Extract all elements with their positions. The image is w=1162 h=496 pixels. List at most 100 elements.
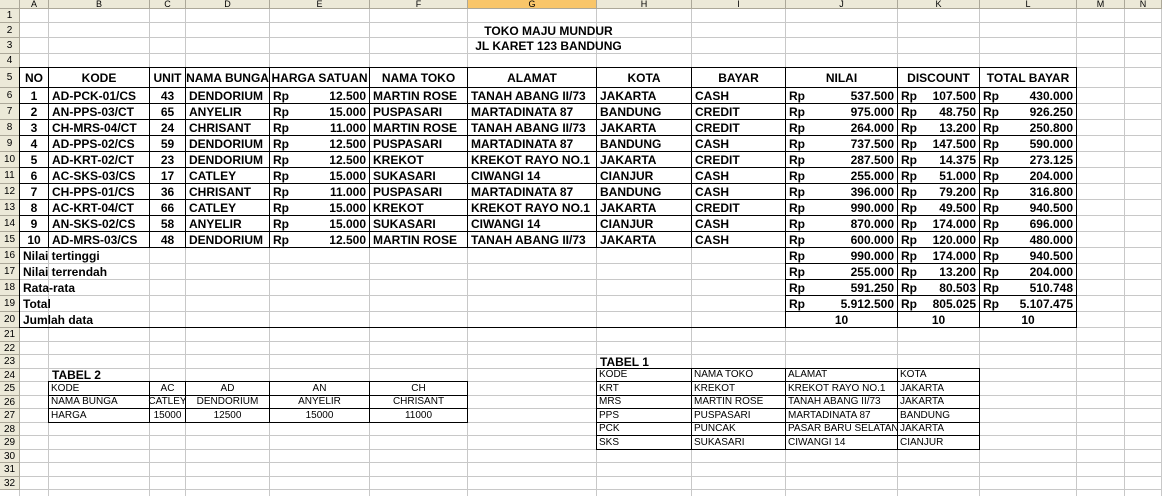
table-cell: Rp 147.500	[897, 135, 980, 152]
summary-cell: 10	[897, 311, 980, 328]
tabel1-cell: SUKASARI	[691, 435, 786, 450]
amount: 430.000	[1029, 88, 1073, 103]
summary-label: Jumlah data	[23, 313, 94, 327]
table-cell: 36	[149, 183, 186, 200]
table-cell: Rp 940.500	[979, 199, 1077, 216]
currency-symbol: Rp	[983, 296, 999, 311]
amount: 990.000	[850, 248, 894, 263]
table-cell: Rp 107.500	[897, 87, 980, 104]
table-cell: 65	[149, 103, 186, 120]
table-cell: Rp 264.000	[785, 119, 898, 136]
currency-symbol: Rp	[983, 168, 999, 183]
currency-symbol: Rp	[273, 120, 289, 135]
amount: 273.125	[1029, 152, 1073, 167]
currency-symbol: Rp	[901, 296, 917, 311]
table-cell: CASH	[691, 167, 786, 184]
amount: 287.500	[850, 152, 894, 167]
grid-line	[0, 435, 1162, 436]
row-header: 9	[0, 136, 20, 152]
tabel1-cell: CIWANGI 14	[785, 435, 898, 450]
amount: 79.200	[939, 184, 976, 199]
currency-symbol: Rp	[983, 136, 999, 151]
table-cell: Rp 255.000	[785, 167, 898, 184]
grid-line	[48, 9, 49, 496]
table-cell: 66	[149, 199, 186, 216]
grid-line	[0, 295, 1162, 296]
tabel2-cell: AC	[149, 381, 186, 396]
tabel2-cell: 12500	[185, 408, 270, 423]
table-cell: CIWANGI 14	[467, 167, 597, 184]
currency-symbol: Rp	[273, 200, 289, 215]
row-header: 18	[0, 280, 20, 296]
table-cell: Rp 12.500	[269, 151, 370, 168]
tabel1-cell: KODE	[596, 367, 692, 382]
row-header: 31	[0, 463, 20, 477]
tabel1-cell: PCK	[596, 421, 692, 436]
currency-symbol: Rp	[901, 232, 917, 247]
table-cell: KREKOT RAYO NO.1	[467, 199, 597, 216]
row-header: 4	[0, 54, 20, 68]
summary-cell: 10	[979, 311, 1077, 328]
row-header: 15	[0, 232, 20, 248]
table-cell: SUKASARI	[369, 215, 468, 232]
table-cell: JAKARTA	[596, 87, 692, 104]
tabel1-cell: MRS	[596, 394, 692, 409]
table-cell: CIANJUR	[596, 167, 692, 184]
table-cell: MARTADINATA 87	[467, 135, 597, 152]
grid-line	[467, 9, 468, 496]
table-cell: Rp 250.800	[979, 119, 1077, 136]
table-cell: 2	[19, 103, 49, 120]
tabel1-cell: KREKOT	[691, 381, 786, 396]
amount: 12.500	[329, 88, 366, 103]
table-cell: MARTADINATA 87	[467, 183, 597, 200]
grid-line	[0, 354, 1162, 355]
table-cell: ANYELIR	[185, 103, 270, 120]
tabel2-cell: DENDORIUM	[185, 394, 270, 409]
tabel1-cell: JAKARTA	[897, 394, 980, 409]
table-cell: Rp 174.000	[897, 215, 980, 232]
grid-line	[0, 489, 1162, 490]
column-header: H	[597, 0, 692, 9]
table-cell: CATLEY	[185, 167, 270, 184]
table-cell: Rp 537.500	[785, 87, 898, 104]
table-cell: Rp 273.125	[979, 151, 1077, 168]
title: TOKO MAJU MUNDUR	[484, 23, 613, 38]
table-cell: 10	[19, 231, 49, 248]
tabel1-cell: MARTADINATA 87	[785, 408, 898, 423]
grid-line	[0, 367, 1162, 369]
amount: 48.750	[939, 104, 976, 119]
tabel1-cell: SKS	[596, 435, 692, 450]
row-header: 24	[0, 368, 20, 382]
tabel2-cell: 15000	[149, 408, 186, 423]
amount: 107.500	[932, 88, 976, 103]
amount: 13.200	[939, 264, 976, 279]
row-header: 32	[0, 476, 20, 490]
table-cell: MARTIN ROSE	[369, 87, 468, 104]
table-cell: Rp 14.375	[897, 151, 980, 168]
grid-line	[0, 53, 1162, 54]
tabel2-cell: CATLEY	[148, 394, 187, 409]
table-cell: 58	[149, 215, 186, 232]
currency-symbol: Rp	[789, 216, 805, 231]
amount: 250.800	[1029, 120, 1073, 135]
currency-symbol: Rp	[789, 296, 805, 311]
currency-symbol: Rp	[789, 200, 805, 215]
amount: 12.500	[329, 136, 366, 151]
tabel2-cell: AN	[269, 381, 370, 396]
grid-line	[0, 475, 1162, 477]
table-cell: CIWANGI 14	[467, 215, 597, 232]
table-cell: Rp 51.000	[897, 167, 980, 184]
column-header: M	[1077, 0, 1125, 9]
table-cell: 4	[19, 135, 49, 152]
table-cell: Rp 590.000	[979, 135, 1077, 152]
summary-cell: Rp 990.000	[785, 247, 898, 264]
table-cell: JAKARTA	[596, 199, 692, 216]
tabel1-cell: PPS	[596, 408, 692, 423]
row-header: 11	[0, 168, 20, 184]
row-header: 14	[0, 216, 20, 232]
tabel1-cell: ALAMAT	[785, 367, 898, 382]
table-cell: CH-PPS-01/CS	[48, 183, 150, 200]
amount: 264.000	[850, 120, 894, 135]
table-cell: Rp 696.000	[979, 215, 1077, 232]
grid-line	[185, 9, 186, 496]
